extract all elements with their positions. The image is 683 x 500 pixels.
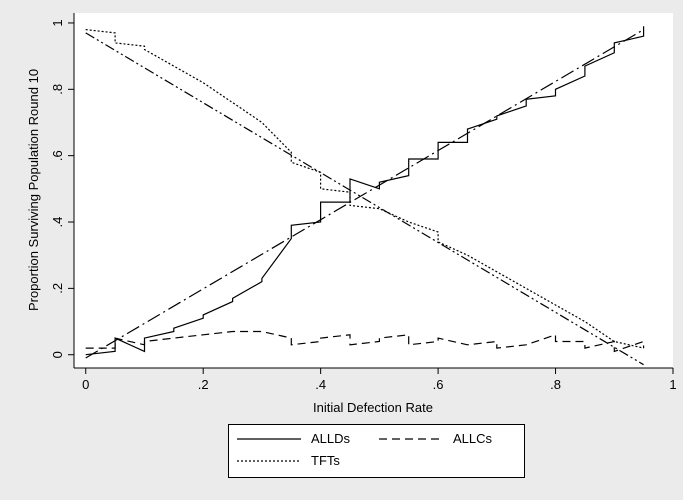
legend-swatch-dashed <box>379 438 443 440</box>
y-tick-label: .8 <box>50 84 65 95</box>
series-layer <box>85 26 645 366</box>
series-tfts-trend <box>85 32 644 366</box>
legend-label: ALLDs <box>311 431 351 446</box>
x-tick-label: 0 <box>82 377 89 392</box>
y-tick-label: 1 <box>50 19 65 26</box>
y-tick-label: 0 <box>50 351 65 358</box>
axis-ticks: 0 .2 .4 .6 .8 1 0 .2 .4 .6 .8 1 <box>50 19 677 392</box>
y-tick-label: .4 <box>50 217 65 228</box>
series-allds <box>85 26 645 356</box>
series-allds-trend <box>85 29 644 359</box>
legend-label: ALLCs <box>453 431 493 446</box>
legend-swatch-solid <box>237 438 301 440</box>
y-tick-label: .2 <box>50 283 65 294</box>
series-tfts <box>85 29 644 349</box>
y-axis-title: Proportion Surviving Population Round 10 <box>26 69 41 311</box>
x-tick-label: .8 <box>550 377 561 392</box>
y-tick-label: .6 <box>50 150 65 161</box>
legend-swatch-dotted <box>237 460 301 462</box>
x-tick-label: .2 <box>198 377 209 392</box>
legend: ALLDs ALLCs TFTs <box>228 424 525 478</box>
x-tick-label: 1 <box>669 377 676 392</box>
x-axis-title: Initial Defection Rate <box>313 400 433 415</box>
legend-label: TFTs <box>311 453 340 468</box>
x-tick-label: .6 <box>433 377 444 392</box>
plot-area <box>74 13 673 368</box>
x-tick-label: .4 <box>315 377 326 392</box>
